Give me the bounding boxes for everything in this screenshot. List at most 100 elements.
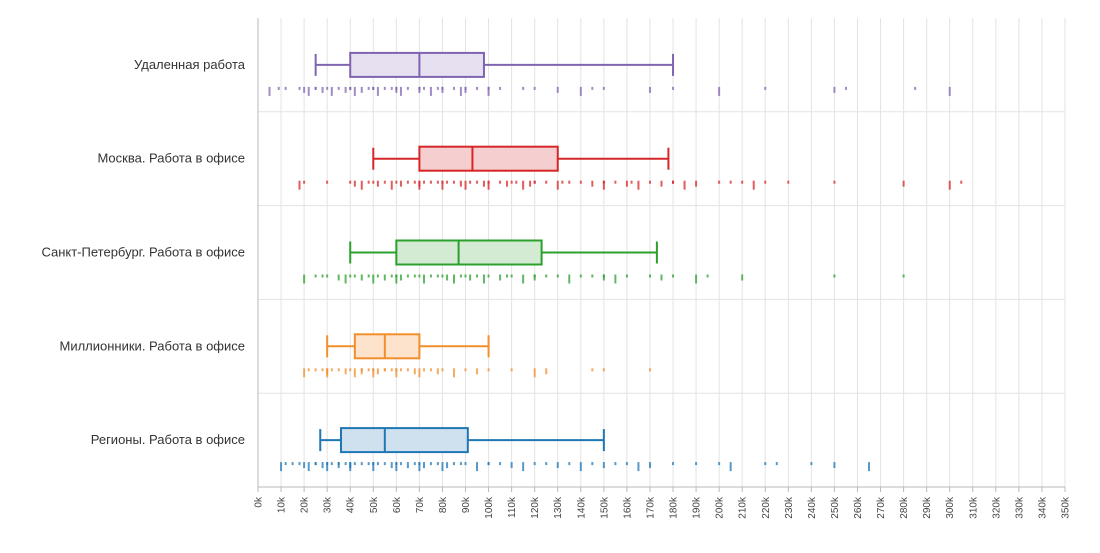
data-point xyxy=(413,180,416,184)
data-point xyxy=(533,180,536,184)
data-point xyxy=(464,368,467,372)
x-tick-label: 20k xyxy=(300,496,311,513)
data-point xyxy=(418,86,421,93)
data-point xyxy=(499,462,502,466)
data-point xyxy=(372,274,375,284)
data-point xyxy=(533,274,536,278)
data-point xyxy=(326,86,329,90)
data-point xyxy=(487,86,490,96)
x-tick-label: 70k xyxy=(415,496,426,513)
x-tick-label: 160k xyxy=(622,496,633,519)
data-point xyxy=(399,180,402,187)
data-point xyxy=(533,462,536,466)
data-point xyxy=(314,368,317,372)
data-point xyxy=(436,86,439,90)
data-point xyxy=(499,180,502,184)
data-point xyxy=(706,274,709,278)
data-point xyxy=(764,462,767,466)
data-point xyxy=(418,462,421,472)
x-tick-label: 130k xyxy=(553,496,564,519)
data-point xyxy=(464,180,467,190)
series-0: Удаленная работа xyxy=(134,51,951,96)
data-point xyxy=(436,368,439,375)
data-point xyxy=(545,462,548,466)
data-point xyxy=(314,462,317,466)
data-point xyxy=(833,180,836,184)
x-tick-label: 230k xyxy=(784,496,795,519)
data-point xyxy=(718,86,721,96)
data-point xyxy=(367,86,370,90)
x-tick-label: 280k xyxy=(899,496,910,519)
data-point xyxy=(277,86,280,90)
x-tick-label: 320k xyxy=(991,496,1002,519)
category-label: Миллионники. Работа в офисе xyxy=(60,338,246,353)
data-point xyxy=(533,368,536,378)
data-point xyxy=(303,180,306,184)
category-label: Санкт-Петербург. Работа в офисе xyxy=(41,245,245,260)
data-point xyxy=(298,180,301,190)
data-point xyxy=(298,462,301,466)
category-label: Регионы. Работа в офисе xyxy=(91,432,245,447)
data-point xyxy=(353,462,356,466)
data-point xyxy=(413,462,416,466)
data-point xyxy=(399,86,402,96)
data-point xyxy=(307,368,310,372)
data-point xyxy=(298,86,301,90)
data-point xyxy=(718,180,721,184)
x-tick-label: 270k xyxy=(876,496,887,519)
data-point xyxy=(545,274,548,278)
data-point xyxy=(637,180,640,190)
data-point xyxy=(568,274,571,284)
data-point xyxy=(506,274,509,278)
data-point xyxy=(337,368,340,372)
data-point xyxy=(441,180,444,190)
data-point xyxy=(764,86,767,90)
x-tick-label: 90k xyxy=(461,496,472,513)
data-point xyxy=(446,180,449,184)
data-point xyxy=(344,274,347,284)
data-point xyxy=(441,86,444,90)
data-point xyxy=(568,462,571,466)
data-point xyxy=(529,180,532,187)
data-point xyxy=(395,462,398,466)
data-point xyxy=(326,462,329,472)
data-point xyxy=(545,180,548,184)
data-point xyxy=(337,274,340,281)
x-tick-label: 60k xyxy=(392,496,403,513)
data-point xyxy=(459,462,462,466)
data-point xyxy=(418,180,421,187)
x-tick-label: 200k xyxy=(715,496,726,519)
data-point xyxy=(672,462,675,466)
data-point xyxy=(833,462,836,469)
data-point xyxy=(648,368,651,372)
data-point xyxy=(476,180,479,184)
data-point xyxy=(660,274,663,281)
data-point xyxy=(344,86,347,93)
data-point xyxy=(441,368,444,372)
data-point xyxy=(602,462,605,469)
x-tick-label: 340k xyxy=(1037,496,1048,519)
data-point xyxy=(399,462,402,466)
data-point xyxy=(522,86,525,90)
data-point xyxy=(291,462,294,466)
data-point xyxy=(390,368,393,372)
data-point xyxy=(423,180,426,184)
data-point xyxy=(579,462,582,472)
data-point xyxy=(429,462,432,466)
data-point xyxy=(303,86,306,93)
data-point xyxy=(284,86,287,90)
data-point xyxy=(326,180,329,184)
data-point xyxy=(591,274,594,278)
data-point xyxy=(625,180,628,187)
data-point xyxy=(522,462,525,472)
data-point xyxy=(487,462,490,466)
data-point xyxy=(591,86,594,90)
data-point xyxy=(303,274,306,284)
data-point xyxy=(418,368,421,378)
data-point xyxy=(556,462,559,469)
data-point xyxy=(446,274,449,281)
data-point xyxy=(337,86,340,90)
iqr-box xyxy=(353,333,421,360)
data-point xyxy=(591,180,594,187)
x-tick-label: 350k xyxy=(1061,496,1072,519)
